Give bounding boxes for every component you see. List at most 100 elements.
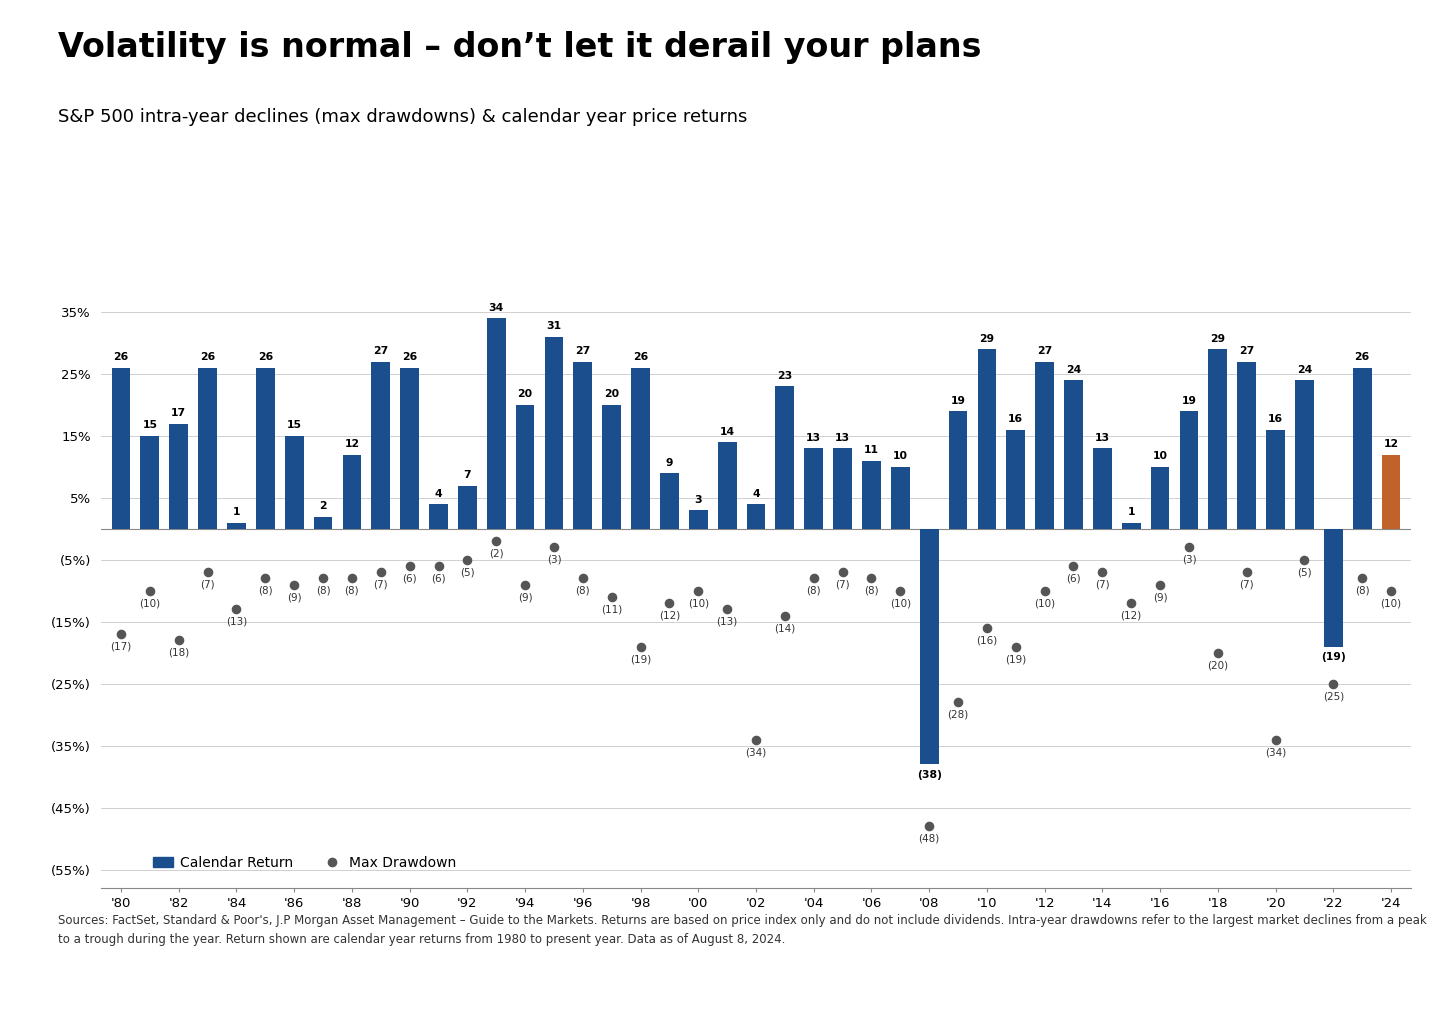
Text: 16: 16 [1269,414,1283,425]
Text: 10: 10 [893,451,907,462]
Text: (12): (12) [658,611,680,621]
Point [138,583,161,599]
Bar [544,337,563,529]
Bar [805,448,824,529]
Text: (6): (6) [402,573,418,584]
Point [109,626,132,643]
Text: 29: 29 [979,334,995,344]
Point [975,620,998,636]
Bar [285,436,304,529]
Text: (6): (6) [431,573,446,584]
Bar [343,455,361,529]
Text: (10): (10) [890,598,912,608]
Text: 27: 27 [1238,346,1254,356]
Text: 15: 15 [143,420,157,431]
Text: 27: 27 [1037,346,1053,356]
Text: (16): (16) [976,635,998,646]
Bar [746,504,766,529]
Text: 34: 34 [488,303,504,313]
Bar [458,486,477,529]
Point [1380,583,1403,599]
Text: 13: 13 [806,433,821,443]
Text: 12: 12 [344,439,360,449]
Bar [487,318,505,529]
Bar [834,448,852,529]
Text: (34): (34) [1264,747,1286,757]
Point [253,570,276,587]
Text: (8): (8) [258,586,272,596]
Bar [978,349,996,529]
Text: (9): (9) [287,592,301,602]
Text: (38): (38) [917,770,942,780]
Text: (7): (7) [200,580,215,590]
Bar [1151,467,1169,529]
Text: 12: 12 [1384,439,1398,449]
Point [428,558,451,574]
Bar [1093,448,1112,529]
Text: 26: 26 [200,352,215,363]
Point [1207,645,1230,661]
Bar [199,368,217,529]
Text: 24: 24 [1066,365,1081,375]
Bar [1035,362,1054,529]
Text: S&P 500 intra-year declines (max drawdowns) & calendar year price returns: S&P 500 intra-year declines (max drawdow… [58,108,747,126]
Point [888,583,912,599]
Bar [717,442,736,529]
Text: (11): (11) [600,604,622,615]
Text: (13): (13) [226,617,248,627]
Text: 15: 15 [287,420,302,431]
Point [687,583,710,599]
Text: 27: 27 [575,346,590,356]
Bar [688,510,707,529]
Bar [228,523,246,529]
Point [658,595,681,612]
Text: (7): (7) [373,580,389,590]
Bar [1266,430,1284,529]
Text: (8): (8) [576,586,590,596]
Point [716,601,739,618]
Text: 16: 16 [1008,414,1024,425]
Text: (8): (8) [344,586,359,596]
Bar [1122,523,1140,529]
Point [1264,731,1287,748]
Text: 29: 29 [1210,334,1225,344]
Point [802,570,825,587]
Text: (8): (8) [864,586,878,596]
Point [1004,638,1027,655]
Bar [372,362,390,529]
Bar [256,368,275,529]
Text: 23: 23 [778,371,792,381]
Point [196,564,219,581]
Point [397,558,420,574]
Bar [602,405,621,529]
Point [917,818,940,835]
Text: 1: 1 [233,507,240,518]
Text: (19): (19) [1005,654,1027,664]
Text: (12): (12) [1120,611,1142,621]
Point [340,570,363,587]
Text: (8): (8) [1355,586,1369,596]
Bar [141,436,160,529]
Point [1293,552,1316,568]
Text: Volatility is normal – don’t let it derail your plans: Volatility is normal – don’t let it dera… [58,31,981,64]
Text: 17: 17 [171,408,186,418]
Bar [400,368,419,529]
Text: (10): (10) [688,598,708,608]
Bar [660,473,678,529]
Point [1178,539,1201,556]
Bar [1295,380,1313,529]
Text: 26: 26 [114,352,128,363]
Text: (48): (48) [919,834,940,844]
Bar [1208,349,1227,529]
Text: (7): (7) [1094,580,1110,590]
Text: 9: 9 [665,458,672,468]
Text: (19): (19) [1320,652,1345,662]
Bar [170,424,189,529]
Bar [1179,411,1198,529]
Bar [1323,529,1342,647]
Point [282,576,305,593]
Text: 4: 4 [435,489,442,499]
Bar [1064,380,1083,529]
Text: (10): (10) [140,598,160,608]
Text: (5): (5) [1297,567,1312,577]
